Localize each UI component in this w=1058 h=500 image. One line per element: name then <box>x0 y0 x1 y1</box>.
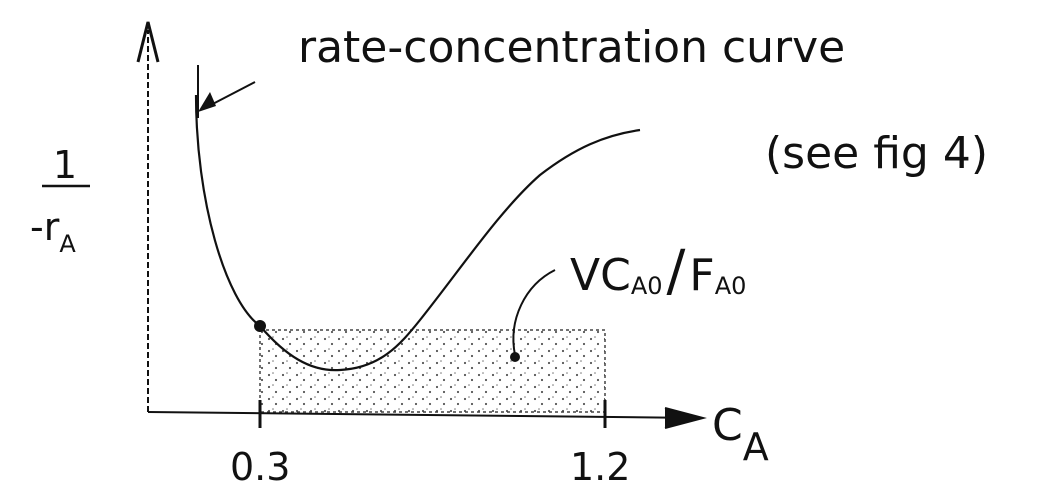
annotation-note: (see fig 4) <box>765 128 988 179</box>
area-label-c-sub: A0 <box>631 272 663 300</box>
area-label-slash: / <box>667 239 686 304</box>
x-axis-label-main: C <box>712 400 743 451</box>
point <box>254 320 266 332</box>
x-tick-label: 0.3 <box>230 445 290 489</box>
diagram: rate-concentration curve (see fig 4) 1 -… <box>0 0 1058 496</box>
x-axis <box>148 412 700 418</box>
y-denominator-sub: A <box>59 230 76 258</box>
y-denominator: -rA <box>30 205 76 258</box>
area-dot <box>510 352 520 362</box>
area-label-f-sub: A0 <box>715 272 747 300</box>
area-label-f: F <box>689 250 714 301</box>
area-label-v: V <box>570 250 600 301</box>
area-label-c: C <box>600 250 631 301</box>
area-label: VCA0/FA0 <box>570 239 746 304</box>
y-denominator-main: -r <box>30 205 60 249</box>
x-axis-arrow <box>665 408 703 428</box>
shaded-area <box>260 330 605 412</box>
annotation-title: rate-concentration curve <box>298 22 845 73</box>
x-tick-label: 1.2 <box>570 445 630 489</box>
x-axis-label: CA <box>712 400 769 469</box>
x-axis-label-sub: A <box>743 425 769 469</box>
y-numerator: 1 <box>53 143 77 187</box>
pointer-head <box>198 92 216 112</box>
page: {"annotation": {"title": "rate-concentra… <box>0 0 1058 496</box>
